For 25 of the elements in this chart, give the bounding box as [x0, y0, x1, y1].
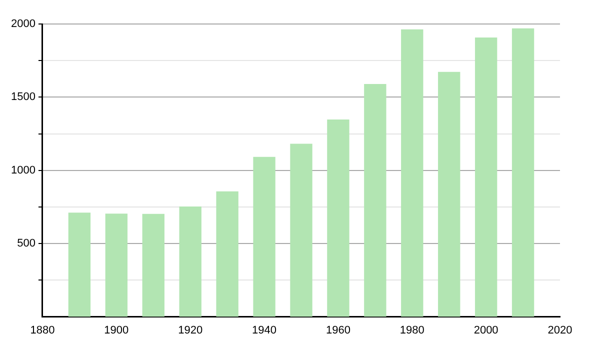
bar — [512, 28, 534, 317]
bar — [68, 212, 91, 317]
x-tick-label: 1920 — [178, 324, 203, 336]
x-tick-label: 1960 — [326, 324, 350, 336]
x-tick-label: 2000 — [474, 324, 498, 336]
bar — [142, 214, 164, 317]
x-tick-label: 1980 — [400, 324, 424, 336]
bar — [290, 144, 312, 317]
bar — [105, 214, 128, 317]
y-tick-label: 2000 — [10, 18, 36, 30]
bar — [438, 72, 460, 317]
y-tick-label: 1000 — [10, 164, 36, 176]
x-tick-label: 1880 — [30, 324, 55, 336]
bar — [327, 119, 350, 317]
bar — [401, 29, 424, 317]
bar — [364, 84, 386, 317]
x-tick-label: 1900 — [104, 324, 129, 336]
y-tick-label: 500 — [17, 238, 36, 250]
y-tick-label: 1500 — [10, 91, 36, 104]
x-tick-label: 1940 — [252, 324, 277, 336]
bar — [253, 156, 276, 317]
bar — [179, 206, 202, 317]
x-tick-label: 2020 — [548, 324, 572, 336]
bar — [216, 191, 238, 317]
bar — [474, 37, 498, 317]
